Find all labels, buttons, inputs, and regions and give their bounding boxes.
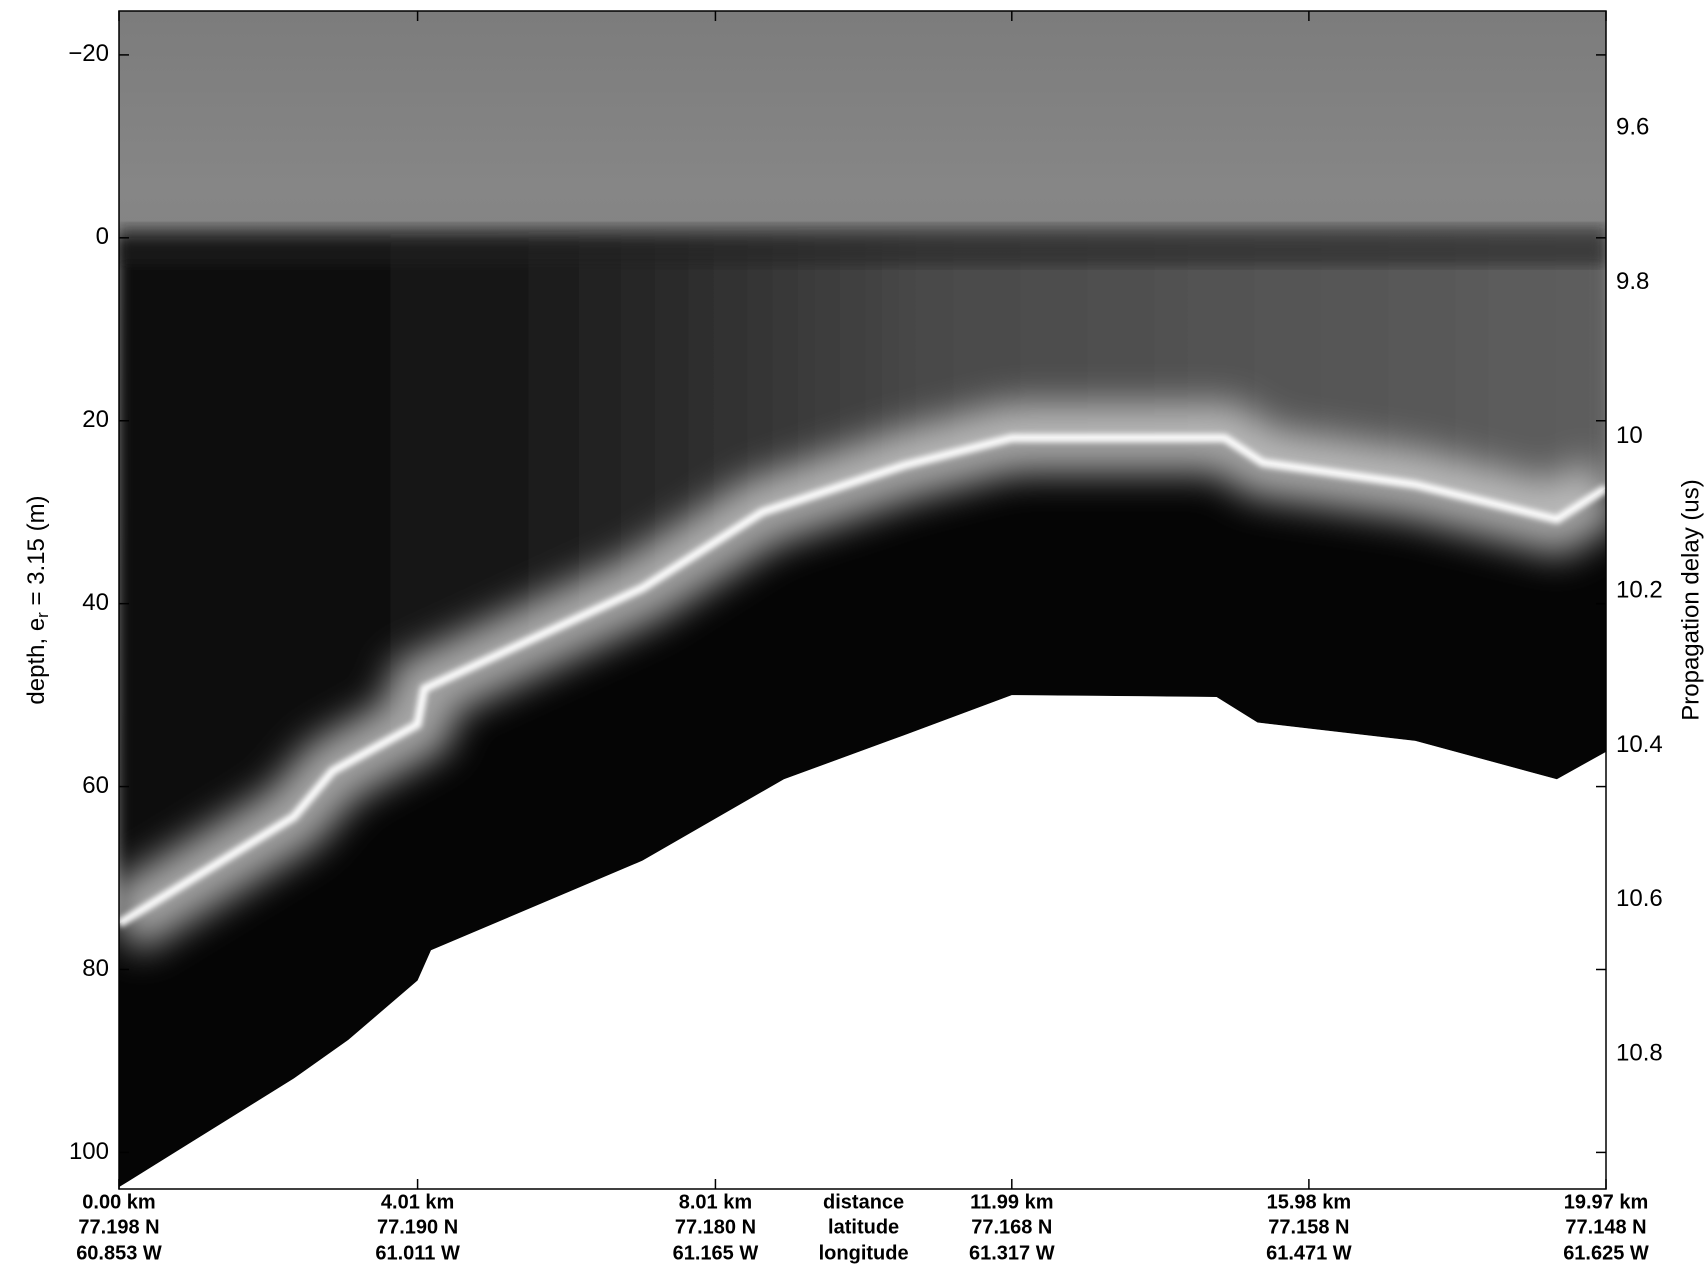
y2-tick-label: 10.6 [1616, 885, 1663, 912]
y2-tick-label: 10 [1616, 422, 1643, 449]
latitude-label: 77.180 N [675, 1216, 756, 1238]
plot-frame [118, 10, 1607, 1190]
x-tick-label: 8.01 km [679, 1191, 752, 1213]
longitude-label: 61.471 W [1266, 1242, 1352, 1264]
latitude-label: 77.168 N [971, 1216, 1052, 1238]
y2-axis-label: Propagation delay (us) [1677, 479, 1704, 720]
longitude-label: 61.011 W [375, 1242, 460, 1264]
longitude-label: 61.165 W [673, 1242, 759, 1264]
y-tick-label: 20 [82, 406, 109, 433]
latitude-label: 77.198 N [78, 1216, 159, 1238]
bed-reflector [119, 434, 1606, 928]
x-tick-label: 4.01 km [381, 1191, 454, 1213]
y-tick-label: −20 [68, 40, 109, 67]
longitude-label: 61.625 W [1563, 1242, 1649, 1264]
y2-tick-label: 10.2 [1616, 576, 1663, 603]
y-tick-label: 60 [82, 772, 109, 799]
longitude-label: 60.853 W [76, 1242, 162, 1264]
x-tick-label: 11.99 km [970, 1191, 1053, 1213]
latitude-label: 77.190 N [377, 1216, 458, 1238]
y2-tick-label: 10.4 [1616, 731, 1663, 758]
y2-tick-label: 9.6 [1616, 114, 1649, 141]
y-axis-label-text: depth, e [23, 618, 50, 705]
no-data-region [119, 695, 1606, 1189]
latitude-label: 77.148 N [1565, 1216, 1646, 1238]
row-label: latitude [828, 1216, 899, 1238]
y-axis-label-sub: r [33, 612, 52, 618]
y-axis-label-rest: = 3.15 (m) [23, 495, 50, 612]
row-label: longitude [819, 1242, 909, 1264]
latitude-label: 77.158 N [1268, 1216, 1349, 1238]
y2-tick-label: 10.8 [1616, 1039, 1663, 1066]
x-tick-label: 0.00 km [82, 1191, 155, 1213]
x-tick-label: 15.98 km [1267, 1191, 1352, 1213]
y2-tick-label: 9.8 [1616, 268, 1649, 295]
longitude-label: 61.317 W [969, 1242, 1055, 1264]
y-tick-label: 100 [69, 1138, 109, 1165]
below-bed [119, 438, 1606, 1188]
y-axis-label: depth, er = 3.15 (m) [23, 495, 52, 704]
y-tick-label: 0 [96, 223, 109, 250]
echogram [119, 11, 1606, 1189]
y-tick-label: 40 [82, 589, 109, 616]
surface-band [119, 225, 1606, 266]
y-tick-label: 80 [82, 955, 109, 982]
row-label: distance [823, 1191, 904, 1213]
x-tick-label: 19.97 km [1564, 1191, 1649, 1213]
